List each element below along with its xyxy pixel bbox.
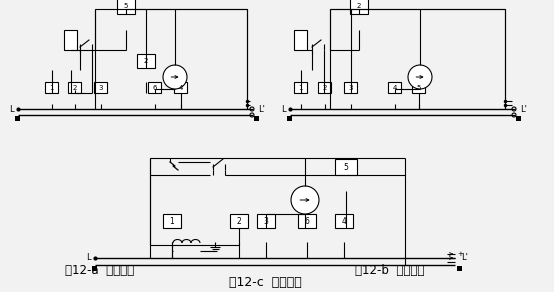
Text: 3: 3 (264, 216, 269, 225)
Text: L: L (9, 105, 14, 114)
Bar (388, 82, 401, 93)
Circle shape (163, 65, 187, 89)
Text: 2: 2 (73, 84, 76, 91)
Circle shape (512, 113, 516, 117)
Bar (117, 0, 135, 14)
Text: L': L' (258, 105, 265, 114)
Text: 3: 3 (98, 84, 102, 91)
Bar (94, 82, 107, 93)
Bar (318, 82, 331, 93)
Bar (412, 82, 425, 93)
Text: 5: 5 (343, 163, 348, 171)
Bar (294, 82, 307, 93)
Bar (286, 116, 291, 121)
Text: 图12-a  分流器式: 图12-a 分流器式 (65, 263, 135, 277)
Circle shape (291, 186, 319, 214)
Text: 5: 5 (416, 84, 420, 91)
Text: 1: 1 (49, 84, 54, 91)
Text: L': L' (520, 105, 527, 114)
Bar (45, 82, 58, 93)
Text: 2: 2 (322, 84, 327, 91)
Circle shape (408, 65, 432, 89)
Text: 2: 2 (237, 216, 242, 225)
Text: 3: 3 (348, 84, 353, 91)
Bar (254, 116, 259, 121)
Text: +: + (457, 251, 463, 257)
Text: 6: 6 (305, 216, 310, 225)
Circle shape (512, 107, 516, 111)
Bar (68, 82, 81, 93)
Bar (335, 214, 353, 228)
Bar (516, 116, 521, 121)
Text: 2: 2 (144, 58, 148, 64)
Text: 4: 4 (178, 84, 183, 91)
Bar (456, 266, 461, 271)
Text: L: L (281, 105, 286, 114)
Bar (335, 159, 357, 175)
Text: 4: 4 (392, 84, 397, 91)
Text: 图12-c  互感器式: 图12-c 互感器式 (229, 277, 301, 289)
Text: L: L (86, 253, 91, 263)
Text: L': L' (461, 253, 468, 263)
Bar (91, 266, 96, 271)
Text: 5: 5 (124, 3, 128, 9)
Bar (294, 30, 307, 50)
Bar (14, 116, 19, 121)
Bar (350, 0, 368, 14)
Text: 4: 4 (342, 216, 346, 225)
Bar (64, 30, 77, 50)
Circle shape (250, 113, 254, 117)
Bar (148, 82, 161, 93)
Bar (298, 214, 316, 228)
Text: 图12-b  分流器式: 图12-b 分流器式 (355, 263, 425, 277)
Circle shape (250, 107, 254, 111)
Text: 2: 2 (357, 3, 361, 9)
Bar (230, 214, 248, 228)
Bar (257, 214, 275, 228)
Bar (174, 82, 187, 93)
Text: 1: 1 (170, 216, 175, 225)
Text: 1: 1 (298, 84, 302, 91)
Bar (137, 54, 155, 68)
Text: 6: 6 (152, 84, 157, 91)
Bar (344, 82, 357, 93)
Bar (163, 214, 181, 228)
